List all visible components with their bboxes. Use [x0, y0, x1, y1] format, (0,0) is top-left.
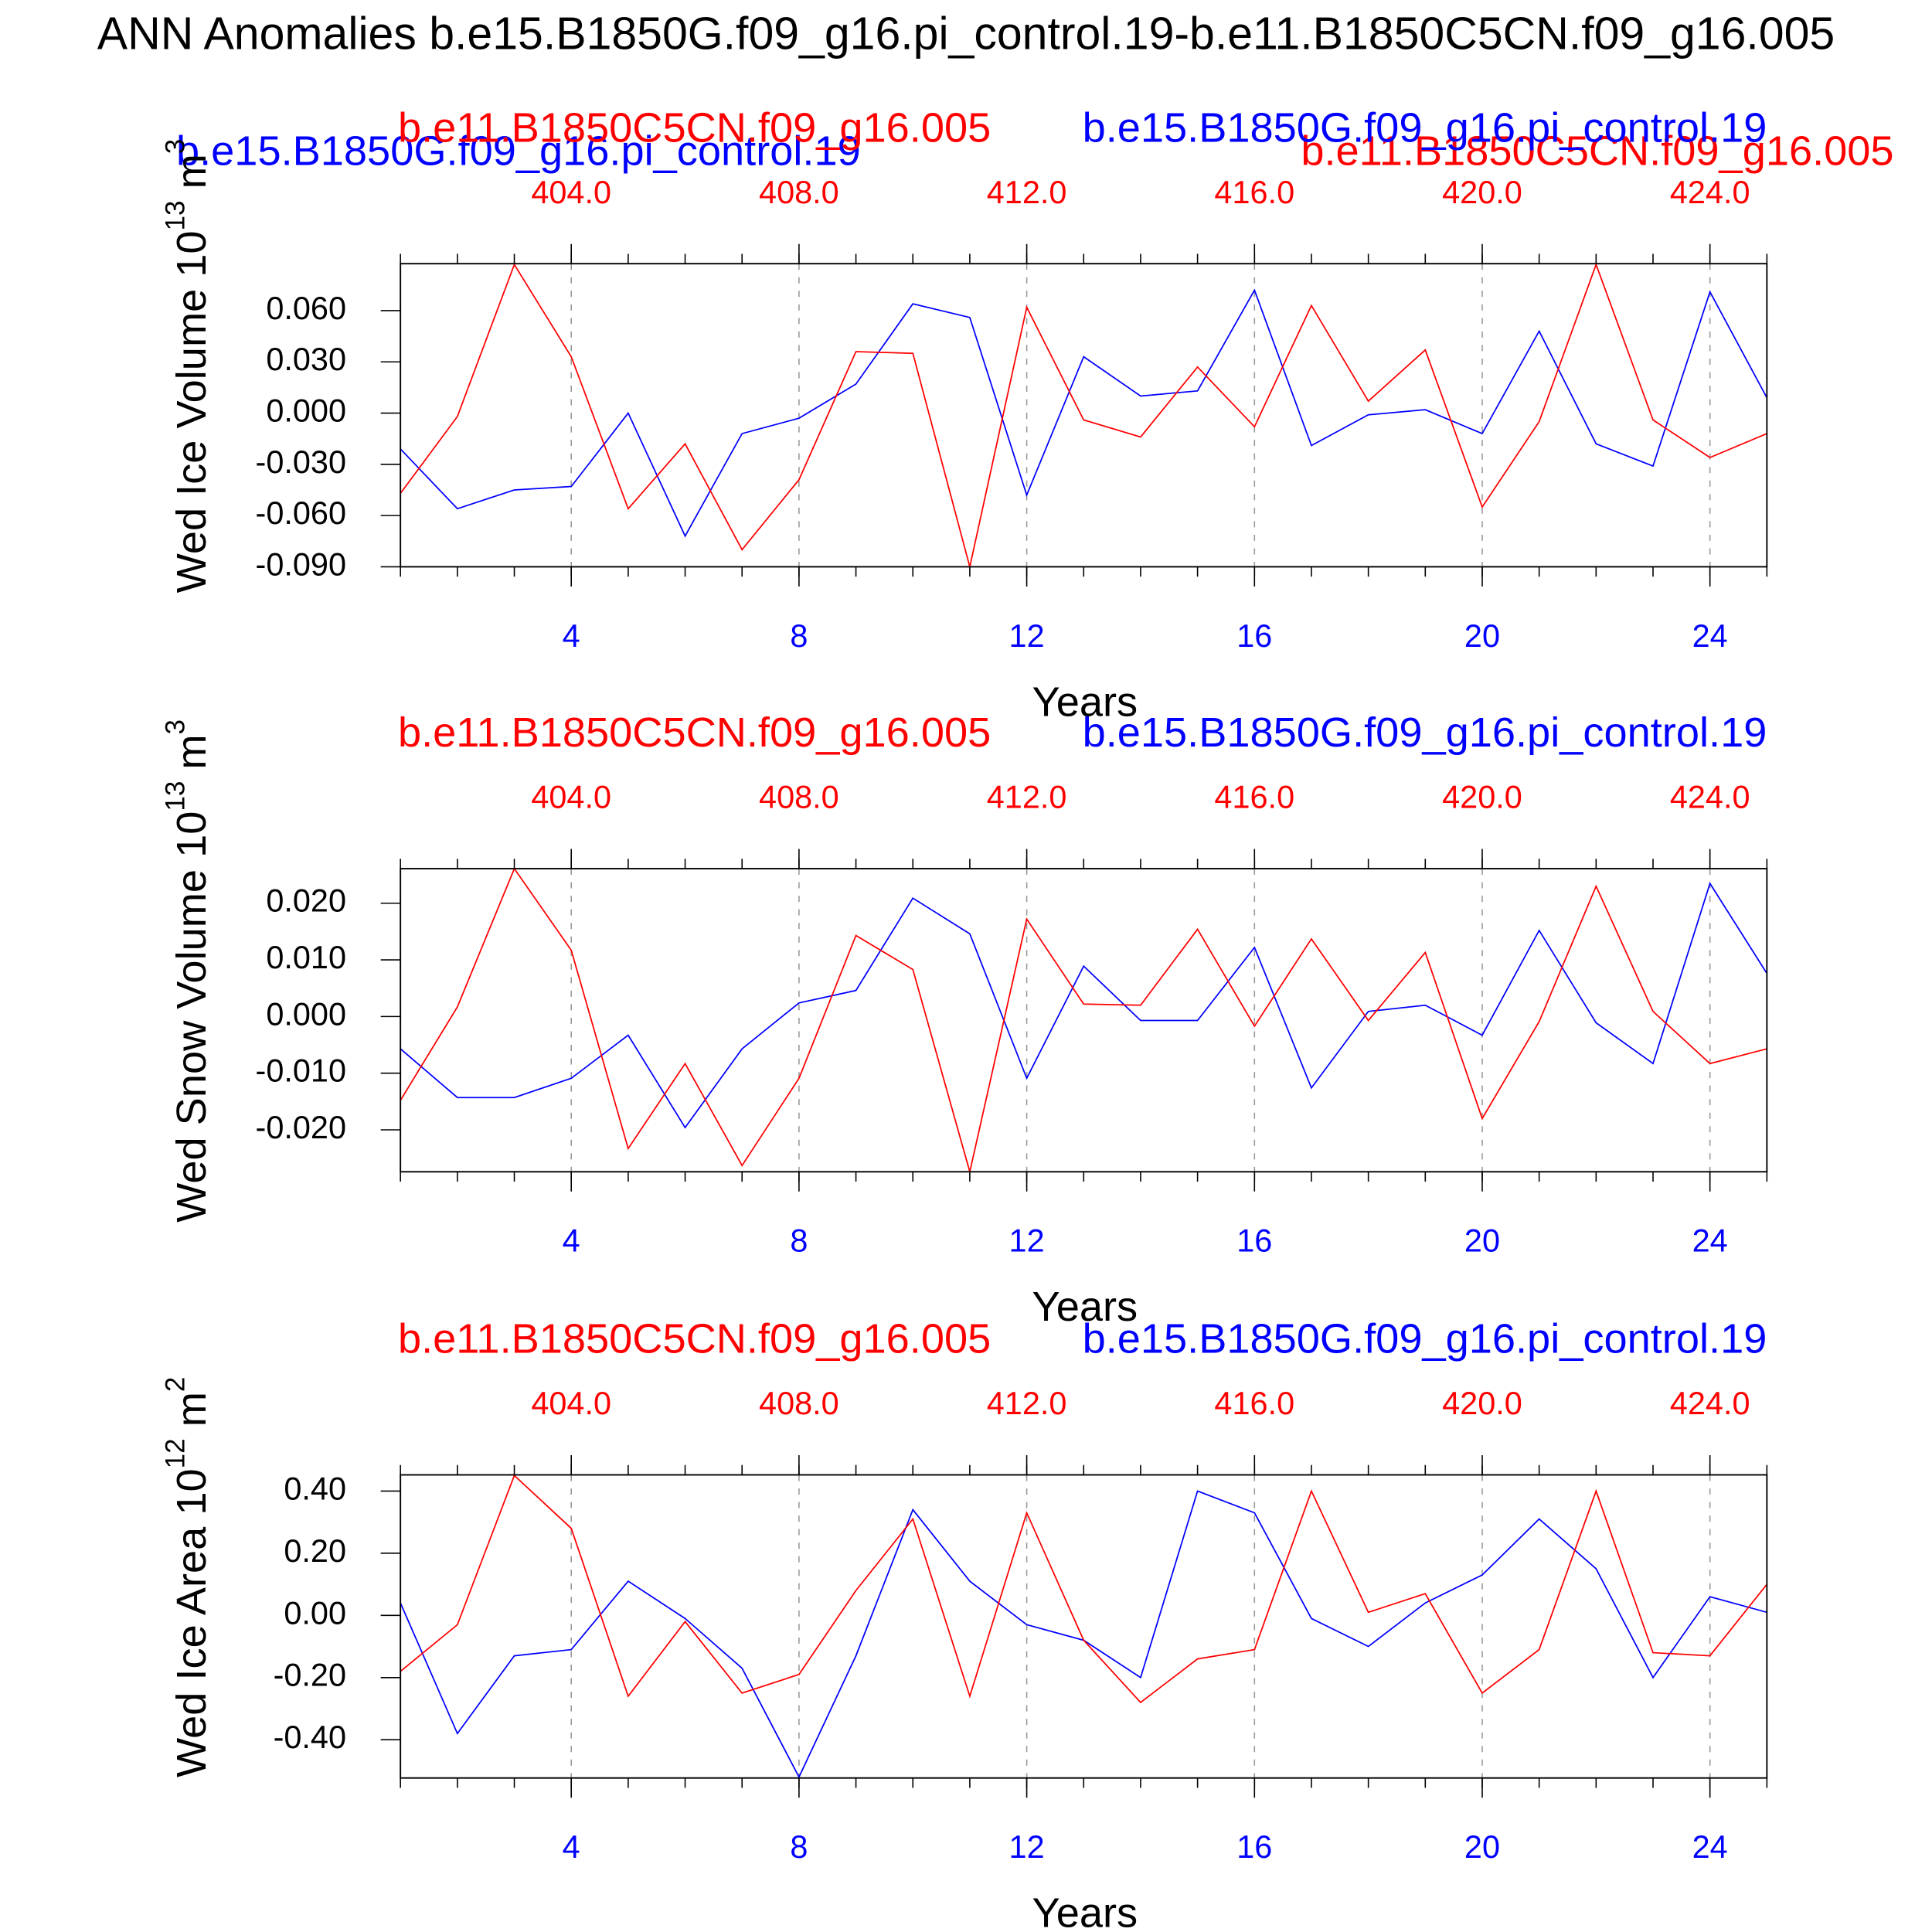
series-line	[400, 1490, 1767, 1779]
y-tick-label: 0.40	[284, 1470, 346, 1506]
x-tick-label: 8	[790, 1828, 808, 1865]
y-axis-label-unit-power: 3	[161, 139, 191, 155]
series-line	[400, 882, 1768, 1129]
x-tick-label: 20	[1464, 1828, 1500, 1865]
y-tick-label: -0.20	[274, 1657, 346, 1693]
series-line	[400, 867, 1767, 1172]
plot-frame	[400, 263, 1768, 568]
x-tick-label: 16	[1236, 1223, 1272, 1259]
x-tick-label: 12	[1009, 617, 1045, 654]
x2-tick-label: 416.0	[1214, 1385, 1294, 1421]
x-tick-label: 20	[1464, 1223, 1500, 1259]
x2-tick-label: 408.0	[759, 174, 839, 210]
y-tick-label: -0.030	[256, 444, 347, 480]
series-line	[400, 288, 1768, 538]
title-series-name: b.e11.B1850C5CN.f09_g16.005	[1301, 128, 1893, 175]
y-tick-label: 0.020	[266, 883, 346, 919]
x2-tick-label: 424.0	[1670, 1385, 1750, 1421]
y-axis-label-power: 13	[161, 781, 191, 811]
x-tick-label: 16	[1236, 1828, 1272, 1865]
y-axis-label-unit: m	[168, 1392, 215, 1438]
x2-tick-label: 404.0	[531, 1385, 611, 1421]
series-line	[400, 262, 1767, 567]
x2-tick-label: 416.0	[1214, 779, 1294, 815]
left-string: b.e11.B1850C5CN.f09_g16.005	[398, 709, 991, 756]
y-tick-label: -0.090	[256, 546, 347, 582]
y-tick-label: 0.030	[266, 341, 346, 377]
x2-tick-label: 404.0	[531, 174, 611, 210]
y-axis-label-text: Wed Snow Volume 10	[168, 811, 215, 1223]
x-tick-label: 24	[1692, 617, 1728, 654]
y-tick-label: 0.00	[284, 1594, 346, 1631]
x-tick-label: 4	[563, 1223, 580, 1259]
x-tick-label: 4	[563, 617, 580, 654]
x-tick-label: 16	[1236, 617, 1272, 654]
x2-tick-label: 412.0	[987, 174, 1067, 210]
x2-tick-label: 412.0	[987, 779, 1067, 815]
x2-tick-label: 416.0	[1214, 174, 1294, 210]
y-tick-label: 0.20	[284, 1532, 346, 1569]
y-tick-label: 0.060	[266, 290, 346, 326]
left-string: b.e11.B1850C5CN.f09_g16.005	[398, 104, 991, 151]
y-tick-label: 0.000	[266, 392, 346, 428]
y-axis-label-text: Wed Ice Volume 10	[168, 230, 215, 593]
y-tick-label: -0.020	[256, 1109, 347, 1145]
plot-frame	[400, 1474, 1768, 1779]
right-string: b.e15.B1850G.f09_g16.pi_control.19	[1083, 104, 1767, 151]
y-axis-label: Wed Ice Volume 1013 m3	[161, 139, 215, 594]
x-tick-label: 8	[790, 1223, 808, 1259]
right-string: b.e15.B1850G.f09_g16.pi_control.19	[1083, 1316, 1767, 1362]
x2-tick-label: 412.0	[987, 1385, 1067, 1421]
y-axis-label-power: 13	[161, 200, 191, 230]
y-axis-label-power: 12	[161, 1438, 191, 1468]
x-tick-label: 24	[1692, 1828, 1728, 1865]
x2-tick-label: 404.0	[531, 779, 611, 815]
x2-tick-label: 408.0	[759, 779, 839, 815]
y-axis-label: Wed Snow Volume 1013 m3	[161, 719, 215, 1223]
x2-tick-label: 420.0	[1442, 174, 1522, 210]
x2-tick-label: 408.0	[759, 1385, 839, 1421]
y-axis-label-unit-power: 3	[161, 719, 191, 735]
title-series-name: b.e15.B1850G.f09_g16.pi_control.19	[176, 128, 861, 175]
series-line	[400, 1474, 1768, 1704]
y-axis-label-unit: m	[168, 734, 215, 781]
y-tick-label: -0.40	[274, 1719, 346, 1755]
x-axis-label: Years	[1032, 1890, 1138, 1932]
y-tick-label: 0.010	[266, 939, 346, 975]
y-axis-label-unit: m	[168, 154, 215, 200]
y-tick-label: 0.000	[266, 995, 346, 1032]
x-tick-label: 12	[1009, 1223, 1045, 1259]
x2-tick-label: 420.0	[1442, 779, 1522, 815]
x2-tick-label: 424.0	[1670, 174, 1750, 210]
x-tick-label: 12	[1009, 1828, 1045, 1865]
right-string: b.e15.B1850G.f09_g16.pi_control.19	[1083, 709, 1767, 756]
x-axis-label: Years	[1032, 1284, 1138, 1330]
plot-frame	[400, 868, 1768, 1173]
x-tick-label: 24	[1692, 1223, 1728, 1259]
y-axis-label-unit-power: 2	[161, 1377, 191, 1393]
x-tick-label: 20	[1464, 617, 1500, 654]
left-string: b.e11.B1850C5CN.f09_g16.005	[398, 1316, 991, 1362]
main-title: ANN Anomalies b.e15.B1850G.f09_g16.pi_co…	[97, 8, 1835, 59]
x2-tick-label: 424.0	[1670, 779, 1750, 815]
x-axis-label: Years	[1032, 679, 1138, 725]
y-axis-label-text: Wed Ice Area 10	[168, 1468, 215, 1777]
x2-tick-label: 420.0	[1442, 1385, 1522, 1421]
x-tick-label: 4	[563, 1828, 580, 1865]
y-tick-label: -0.060	[256, 495, 347, 531]
y-tick-label: -0.010	[256, 1053, 347, 1089]
y-axis-label: Wed Ice Area 1012 m2	[161, 1377, 215, 1777]
x-tick-label: 8	[790, 617, 808, 654]
